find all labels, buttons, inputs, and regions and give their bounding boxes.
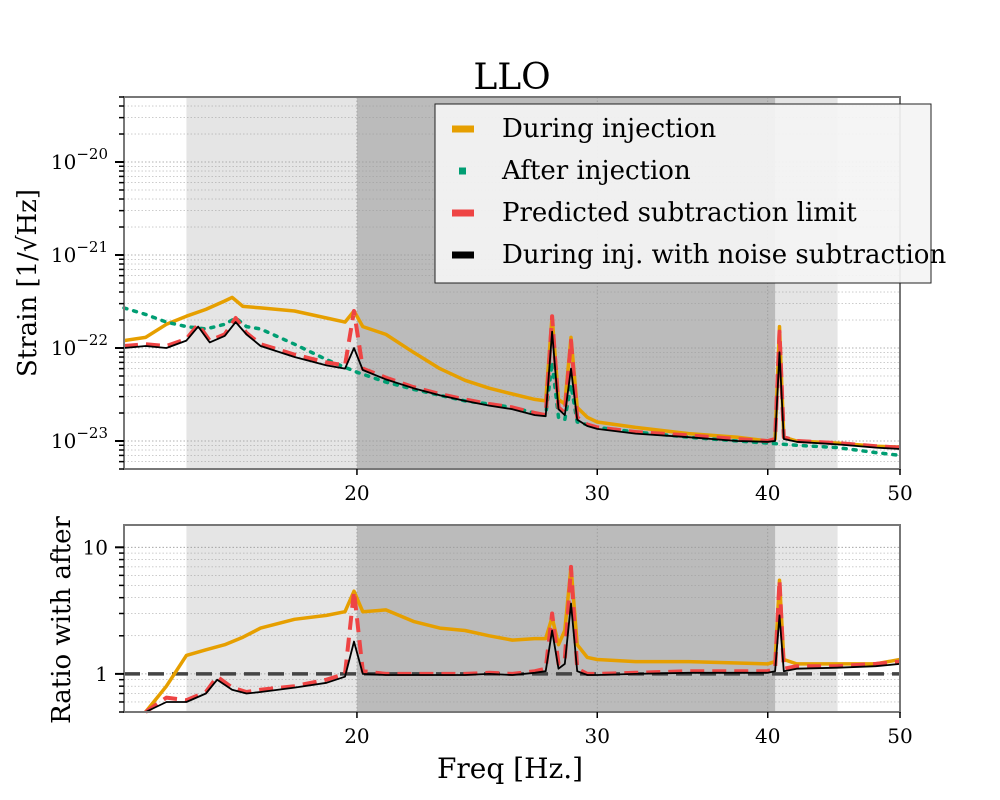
series-line-predicted-subtraction-limit bbox=[123, 309, 901, 450]
series-line-during-inj-with-noise-subtraction bbox=[123, 321, 901, 450]
x-tick-label: 30 bbox=[585, 481, 610, 505]
y-tick-label: 10 bbox=[83, 535, 108, 559]
x-tick-label: 30 bbox=[585, 724, 610, 748]
legend: During injection After injection Predicted… bbox=[434, 103, 946, 284]
y-tick-label: 10−20 bbox=[51, 145, 108, 174]
x-tick-label: 50 bbox=[887, 481, 912, 505]
ratio-panel: 20 30 40 50 1 10 Ratio with after Freq [Hz.] bbox=[47, 516, 913, 785]
legend-label: During inj. with noise subtraction bbox=[502, 240, 946, 270]
x-tick-label: 20 bbox=[344, 481, 369, 505]
y-tick-label: 10−21 bbox=[51, 238, 108, 267]
strain-y-axis-label: Strain [1/√Hz] bbox=[13, 189, 43, 377]
y-tick-label: 10−22 bbox=[51, 331, 108, 360]
legend-label: Predicted subtraction limit bbox=[502, 198, 857, 228]
strain-panel: 20 30 40 50 10−23 10−22 10−21 10−20 LLO Strain … bbox=[13, 57, 946, 505]
ratio-y-axis-label: Ratio with after bbox=[47, 516, 77, 724]
ratio-panel-frame bbox=[123, 524, 901, 713]
y-tick-label: 10−23 bbox=[51, 424, 108, 453]
legend-label: After injection bbox=[501, 156, 691, 186]
y-tick-label: 1 bbox=[95, 662, 108, 686]
x-tick-label: 40 bbox=[755, 724, 780, 748]
legend-box bbox=[434, 103, 932, 284]
legend-label: During injection bbox=[502, 114, 716, 144]
x-axis-label: Freq [Hz.] bbox=[437, 752, 583, 785]
x-tick-label: 50 bbox=[887, 724, 912, 748]
series-line-during-inj-with-noise-subtraction bbox=[145, 602, 901, 713]
x-tick-label: 40 bbox=[755, 481, 780, 505]
x-tick-label: 20 bbox=[344, 724, 369, 748]
chart-title: LLO bbox=[473, 57, 550, 98]
series-line-predicted-subtraction-limit bbox=[144, 564, 901, 714]
